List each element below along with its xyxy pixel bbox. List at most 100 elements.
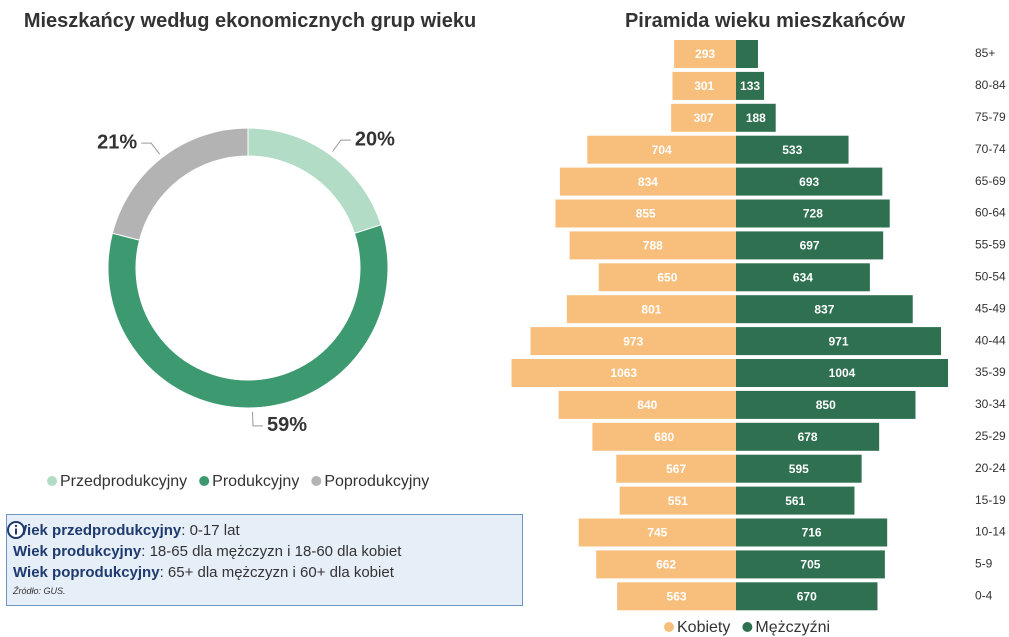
- y-tick-label: 30-34: [975, 397, 1006, 411]
- y-tick-label: 35-39: [975, 365, 1006, 379]
- data-label: 840: [637, 398, 657, 412]
- data-label: 20%: [355, 128, 395, 150]
- bar: [736, 422, 880, 451]
- data-label: 662: [656, 558, 676, 572]
- pyramid-title: Piramida wieku mieszkańców: [624, 10, 906, 32]
- y-tick-label: 80-84: [975, 78, 1006, 92]
- data-label: 670: [797, 589, 817, 603]
- data-label: 301: [694, 79, 714, 93]
- legend-marker: [47, 476, 57, 486]
- legend-marker: [199, 476, 210, 486]
- data-label: 307: [694, 111, 714, 125]
- bar: [672, 71, 736, 100]
- data-label: 705: [800, 558, 820, 572]
- donut-title: Mieszkańcy według ekonomicznych grup wie…: [23, 10, 477, 32]
- bar: [511, 359, 736, 387]
- data-label: 678: [798, 430, 818, 444]
- leader-line: [252, 411, 263, 427]
- leader-line: [141, 142, 161, 155]
- source: Źródło: GUS.: [13, 586, 66, 596]
- data-label: 971: [829, 334, 849, 348]
- legend-label: Mężczyźni: [755, 619, 830, 636]
- bar: [736, 359, 948, 387]
- data-label: 716: [802, 526, 822, 540]
- legend-label: Poprodukcyjny: [324, 473, 429, 490]
- bar: [736, 327, 942, 356]
- bar: [736, 71, 765, 100]
- bar: [674, 40, 736, 68]
- data-label: 133: [740, 79, 760, 93]
- donut-slice: [107, 224, 389, 409]
- y-tick-label: 25-29: [975, 429, 1006, 443]
- legend-label: Produkcyjny: [212, 473, 299, 490]
- data-label: 1063: [610, 366, 637, 380]
- y-tick-label: 45-49: [975, 301, 1006, 315]
- data-label: 855: [636, 207, 656, 221]
- bar: [569, 231, 736, 260]
- data-label: 680: [654, 430, 674, 444]
- y-tick-label: 75-79: [975, 110, 1006, 124]
- data-label: 650: [657, 270, 677, 284]
- bar: [671, 103, 736, 132]
- bar: [617, 582, 736, 611]
- info-icon[interactable]: [7, 521, 25, 539]
- bar: [736, 582, 878, 611]
- y-tick-label: 15-19: [975, 493, 1006, 507]
- data-label: 834: [638, 175, 658, 189]
- bar: [736, 135, 849, 164]
- y-tick-label: 60-64: [975, 206, 1006, 220]
- data-label: 59%: [267, 414, 307, 436]
- legend-marker: [664, 622, 674, 632]
- info-text: : 65+ dla mężczyzn i 60+ dla kobiet: [159, 564, 394, 581]
- data-label: 788: [643, 239, 663, 253]
- donut-slice: [111, 127, 249, 241]
- data-label: 21%: [97, 131, 137, 153]
- data-label: 1004: [829, 366, 856, 380]
- legend-marker: [311, 476, 322, 486]
- data-label: 745: [647, 526, 667, 540]
- y-tick-label: 65-69: [975, 174, 1006, 188]
- bar: [736, 486, 855, 515]
- bar: [616, 454, 736, 483]
- bar: [559, 167, 736, 196]
- y-tick-label: 20-24: [975, 461, 1006, 475]
- legend-marker: [742, 622, 753, 632]
- data-label: 293: [695, 47, 715, 61]
- info-line: Wiek produkcyjny: 18-65 dla mężczyzn i 1…: [13, 541, 516, 562]
- y-tick-label: 55-59: [975, 238, 1006, 252]
- data-label: 837: [814, 302, 834, 316]
- bar: [530, 327, 736, 356]
- bar: [736, 518, 888, 547]
- y-tick-label: 5-9: [975, 557, 993, 571]
- info-term: Wiek poprodukcyjny: [13, 564, 160, 581]
- bar: [736, 550, 885, 579]
- bar: [736, 263, 870, 292]
- leader-line: [332, 139, 351, 152]
- y-tick-label: 10-14: [975, 525, 1006, 539]
- bar: [736, 295, 913, 324]
- data-label: 563: [667, 589, 687, 603]
- bar: [736, 199, 890, 228]
- bar: [555, 199, 736, 228]
- data-label: 634: [793, 270, 813, 284]
- bar: [736, 103, 776, 132]
- bar: [736, 454, 862, 483]
- bar: [598, 263, 736, 292]
- y-tick-label: 0-4: [975, 588, 993, 602]
- data-label: 704: [652, 143, 672, 157]
- info-line: Wiek przedprodukcyjny: 0-17 lat: [13, 520, 516, 541]
- bar: [736, 231, 884, 260]
- info-box: Wiek przedprodukcyjny: 0-17 lat Wiek prod…: [6, 514, 523, 606]
- data-label: 728: [803, 207, 823, 221]
- bar: [578, 518, 736, 547]
- bar: [587, 135, 736, 164]
- bar: [558, 390, 736, 419]
- y-tick-label: 40-44: [975, 333, 1006, 347]
- data-label: 595: [789, 462, 809, 476]
- bar: [619, 486, 736, 515]
- bar: [596, 550, 736, 579]
- y-tick-label: 70-74: [975, 142, 1006, 156]
- data-label: 693: [799, 175, 819, 189]
